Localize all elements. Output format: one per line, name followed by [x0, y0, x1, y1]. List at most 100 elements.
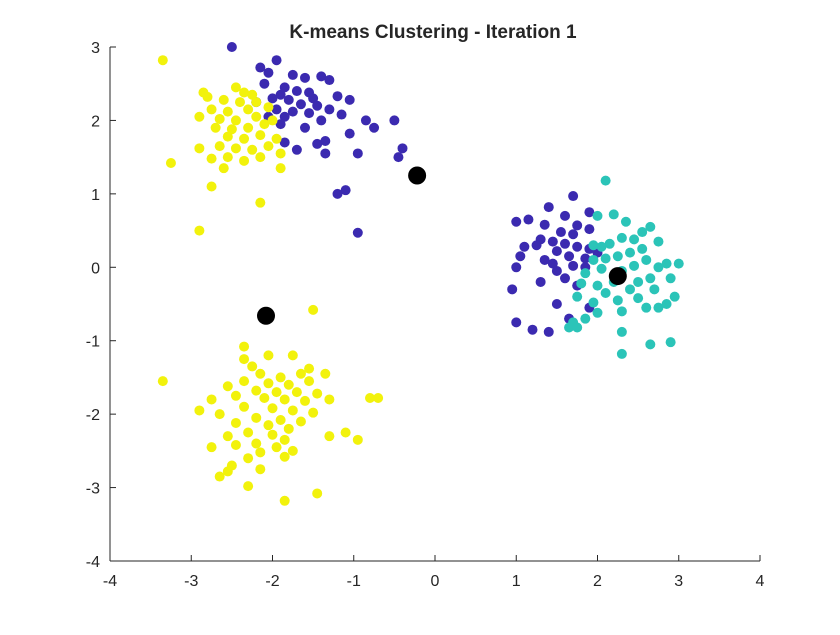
- data-point: [239, 155, 250, 166]
- data-point: [304, 363, 315, 374]
- data-point: [308, 304, 319, 315]
- data-point: [612, 295, 623, 306]
- data-point: [263, 102, 274, 113]
- data-point: [222, 131, 233, 142]
- data-point: [206, 181, 217, 192]
- data-point: [247, 89, 258, 100]
- data-point: [316, 115, 327, 126]
- y-tick-label: 0: [91, 260, 100, 277]
- data-point: [564, 322, 575, 333]
- data-point: [316, 71, 327, 82]
- data-point: [304, 108, 315, 119]
- x-tick-label: 4: [756, 573, 765, 590]
- data-point: [637, 227, 648, 238]
- y-tick-label: -1: [86, 334, 100, 351]
- data-point: [283, 423, 294, 434]
- data-point: [604, 238, 615, 249]
- data-point: [263, 141, 274, 152]
- x-tick-label: -2: [265, 573, 279, 590]
- data-point: [625, 247, 635, 258]
- data-point: [572, 291, 583, 302]
- data-point: [535, 276, 546, 287]
- cluster-purple: [226, 42, 603, 337]
- data-point: [560, 273, 570, 284]
- data-point: [340, 185, 351, 196]
- data-point: [633, 293, 644, 304]
- data-point: [243, 481, 254, 492]
- data-point: [226, 124, 237, 135]
- data-point: [669, 291, 680, 302]
- data-point: [539, 254, 550, 265]
- data-point: [239, 87, 250, 98]
- data-point: [222, 466, 233, 477]
- data-point: [230, 115, 241, 126]
- data-point: [515, 251, 526, 262]
- y-tick-label: -3: [86, 481, 100, 498]
- data-point: [543, 202, 554, 213]
- data-point: [360, 115, 371, 126]
- data-point: [600, 287, 611, 298]
- data-point: [393, 152, 404, 163]
- data-point: [206, 104, 217, 115]
- data-point: [263, 378, 274, 389]
- data-point: [279, 434, 290, 445]
- data-point: [332, 91, 343, 102]
- data-point: [547, 258, 558, 269]
- data-point: [271, 55, 282, 66]
- data-point: [584, 207, 595, 218]
- data-point: [580, 268, 591, 279]
- y-tick-label: 1: [91, 187, 100, 204]
- data-point: [320, 148, 331, 159]
- data-point: [279, 137, 290, 148]
- data-point: [271, 387, 282, 398]
- x-tick-label: -4: [103, 573, 117, 590]
- data-point: [511, 262, 522, 273]
- data-point: [312, 488, 323, 499]
- data-point: [291, 144, 302, 155]
- data-point: [369, 122, 380, 133]
- data-point: [661, 299, 672, 309]
- data-point: [239, 133, 250, 144]
- data-point: [373, 392, 384, 403]
- data-point: [324, 104, 335, 115]
- data-point: [255, 197, 266, 208]
- data-point: [267, 115, 278, 126]
- data-point: [251, 97, 262, 108]
- data-point: [279, 451, 290, 462]
- data-point: [665, 273, 676, 284]
- data-point: [259, 119, 270, 130]
- centroid-marker: [408, 166, 427, 185]
- data-point: [271, 442, 282, 453]
- x-tick-label: 2: [593, 573, 602, 590]
- y-tick-label: 3: [91, 40, 100, 57]
- data-point: [247, 361, 258, 372]
- data-point: [600, 253, 611, 264]
- data-point: [580, 313, 591, 324]
- data-point: [271, 133, 282, 144]
- data-point: [259, 392, 270, 403]
- data-point: [527, 324, 538, 335]
- x-tick-label: 3: [674, 573, 683, 590]
- data-point: [291, 86, 302, 97]
- data-point: [551, 246, 562, 257]
- data-point: [641, 302, 652, 313]
- data-point: [531, 240, 542, 251]
- data-point: [344, 94, 355, 105]
- data-point: [157, 376, 168, 387]
- data-point: [279, 111, 290, 122]
- data-point: [210, 122, 221, 133]
- data-point: [251, 438, 262, 449]
- centroid-marker: [257, 306, 275, 325]
- data-point: [283, 94, 294, 105]
- data-point: [653, 302, 664, 313]
- data-point: [584, 224, 595, 235]
- data-point: [580, 253, 591, 264]
- data-point: [539, 219, 550, 230]
- data-point: [352, 434, 363, 445]
- data-point: [645, 273, 656, 284]
- data-point: [600, 175, 611, 186]
- data-point: [629, 260, 640, 271]
- data-point: [255, 62, 266, 73]
- data-point: [222, 431, 233, 442]
- y-tick-label: -4: [86, 554, 100, 571]
